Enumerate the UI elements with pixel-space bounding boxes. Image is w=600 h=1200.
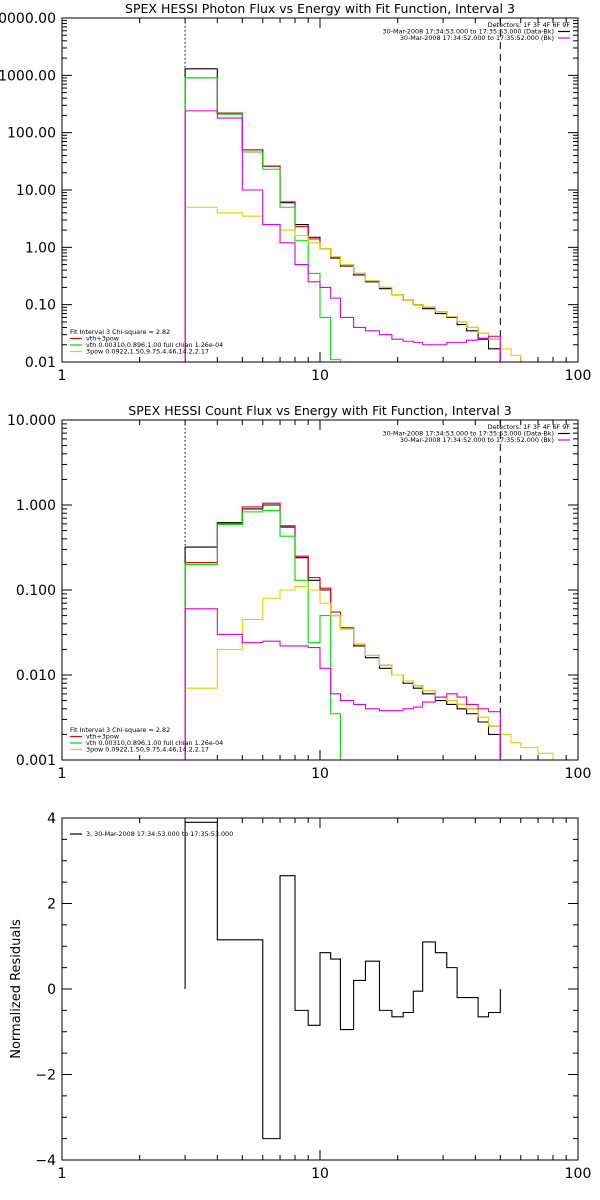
panel2-y-tick-label: 1.000 bbox=[16, 498, 56, 514]
panel2-series-pow bbox=[184, 585, 554, 760]
panel1-x-tick-label: 10 bbox=[311, 368, 329, 384]
panel2-header-text: Detectors: 1F 3F 4F 6F 9F bbox=[488, 423, 571, 431]
panel1-y-tick-label: 10000.00 bbox=[0, 11, 56, 27]
panel2-plot-frame bbox=[61, 419, 579, 761]
panel1-y-tick-label: 1.00 bbox=[25, 240, 56, 256]
panel1-header-text: 30-Mar-2008 17:34:53.000 to 17:35:53.000… bbox=[383, 28, 554, 36]
panel1-x-tick-label: 100 bbox=[565, 368, 592, 384]
panel3-y-axis-label: Normalized Residuals bbox=[9, 919, 24, 1059]
panel1-series-total bbox=[184, 77, 501, 362]
panel2-legend-text: Fit Interval 3 Chi-square = 2.82 bbox=[70, 726, 170, 734]
panel1-y-tick-label: 10.00 bbox=[16, 183, 56, 199]
panel1-legend-text: Fit Interval 3 Chi-square = 2.82 bbox=[70, 328, 170, 336]
panel2-series-data bbox=[184, 504, 501, 760]
panel3-y-tick-label: −4 bbox=[35, 1153, 56, 1169]
panel3-y-tick-label: 2 bbox=[47, 897, 56, 913]
panel3-legend-text: 3, 30-Mar-2008 17:34:53.000 to 17:35:53.… bbox=[86, 830, 233, 838]
panel2-series-total bbox=[184, 502, 501, 760]
panel2-header-text: 30-Mar-2008 17:34:53.000 to 17:35:53.000… bbox=[383, 430, 554, 438]
panel2-header-text: 30-Mar-2008 17:34:52.000 to 17:35:52.000… bbox=[400, 436, 554, 444]
panel3-x-tick-label: 1 bbox=[58, 1166, 67, 1182]
panel2-y-tick-label: 0.100 bbox=[16, 583, 56, 599]
panel2-legend-text: 3pow 0.0922,1.50,9.75,4.46,14.2,2.17 bbox=[86, 746, 209, 754]
panel2-y-tick-label: 0.010 bbox=[16, 668, 56, 684]
panel1-header-text: 30-Mar-2008 17:34:52.000 to 17:35:52.000… bbox=[400, 34, 554, 42]
panel1-series-vth bbox=[184, 77, 341, 362]
panel1-legend-text: vth+3pow bbox=[86, 335, 119, 343]
panel1-legend-text: 3pow 0.0922,1.50,9.75,4.46,14.2,2.17 bbox=[86, 348, 209, 356]
panel2-x-tick-label: 100 bbox=[565, 766, 592, 782]
panel3-series-data bbox=[184, 821, 501, 1140]
panel1-legend-text: vth 0.00310,0.896,1.00 full chian 1.26e-… bbox=[86, 341, 223, 349]
panel1-y-tick-label: 0.01 bbox=[25, 355, 56, 371]
panel3-x-tick-label: 100 bbox=[565, 1166, 592, 1182]
panel1-y-tick-label: 0.10 bbox=[25, 298, 56, 314]
panel2-x-tick-label: 10 bbox=[311, 766, 329, 782]
panel3-y-tick-label: 4 bbox=[47, 811, 56, 827]
panel1-plot-frame bbox=[61, 17, 579, 363]
panel1-y-tick-label: 1000.00 bbox=[0, 68, 56, 84]
panel3-x-tick-label: 10 bbox=[311, 1166, 329, 1182]
panel3-y-tick-label: −2 bbox=[35, 1068, 56, 1084]
panel2-series-bk bbox=[184, 608, 501, 760]
panel2-legend-text: vth+3pow bbox=[86, 733, 119, 741]
panel1-x-tick-label: 1 bbox=[58, 368, 67, 384]
panel1-y-tick-label: 100.00 bbox=[7, 126, 56, 142]
panel2-title: SPEX HESSI Count Flux vs Energy with Fit… bbox=[128, 403, 511, 418]
panel2-x-tick-label: 1 bbox=[58, 766, 67, 782]
panel2-series-vth bbox=[184, 510, 341, 760]
panel1-header-text: Detectors: 1F 3F 4F 6F 9F bbox=[488, 21, 571, 29]
panel1-series-bk bbox=[184, 110, 501, 362]
panel3-y-tick-label: 0 bbox=[47, 982, 56, 998]
panel3-plot-frame bbox=[61, 817, 579, 1161]
panel2-legend-text: vth 0.00310,0.896,1.00 full chian 1.26e-… bbox=[86, 739, 223, 747]
panel1-series-pow bbox=[184, 206, 522, 362]
panel2-y-tick-label: 10.000 bbox=[7, 413, 56, 429]
panel1-title: SPEX HESSI Photon Flux vs Energy with Fi… bbox=[125, 1, 515, 16]
panel2-y-tick-label: 0.001 bbox=[16, 753, 56, 769]
